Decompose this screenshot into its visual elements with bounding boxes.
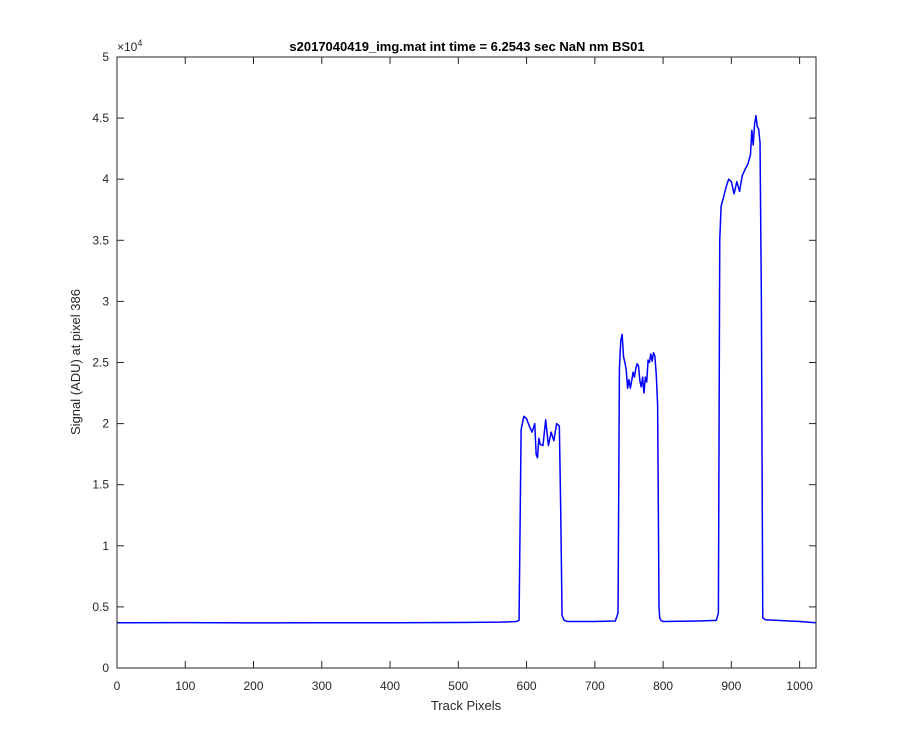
y-tick-label: 3 bbox=[102, 294, 109, 308]
y-exponent-label: ×104 bbox=[117, 38, 142, 54]
y-tick-label: 2.5 bbox=[92, 356, 109, 370]
x-tick-label: 700 bbox=[585, 679, 605, 693]
x-tick-label: 1000 bbox=[786, 679, 813, 693]
x-tick-label: 400 bbox=[380, 679, 400, 693]
x-tick-label: 900 bbox=[721, 679, 741, 693]
series-line-0 bbox=[116, 114, 817, 624]
x-tick-label: 300 bbox=[312, 679, 332, 693]
y-tick-label: 3.5 bbox=[92, 233, 109, 247]
x-tick-label: 600 bbox=[517, 679, 537, 693]
series-layer bbox=[116, 114, 817, 624]
x-tick-label: 100 bbox=[175, 679, 195, 693]
y-tick-label: 4.5 bbox=[92, 111, 109, 125]
y-tick-label: 2 bbox=[102, 417, 109, 431]
y-tick-label: 1 bbox=[102, 539, 109, 553]
y-exponent-base: ×10 bbox=[117, 40, 138, 54]
y-axis-label: Signal (ADU) at pixel 386 bbox=[68, 289, 83, 435]
chart-title: s2017040419_img.mat int time = 6.2543 se… bbox=[289, 39, 644, 54]
y-tick-label: 0 bbox=[102, 661, 109, 675]
x-tick-label: 500 bbox=[448, 679, 468, 693]
y-exponent-power: 4 bbox=[137, 38, 142, 48]
axes-box bbox=[116, 56, 817, 669]
y-tick-labels: 0 0.5 1 1.5 2 2.5 3 3.5 4 4.5 5 bbox=[92, 50, 109, 675]
x-axis-label: Track Pixels bbox=[431, 698, 502, 713]
axes-background bbox=[117, 57, 816, 668]
x-tick-label: 0 bbox=[114, 679, 121, 693]
y-tick-label: 4 bbox=[102, 172, 109, 186]
y-tick-label: 1.5 bbox=[92, 478, 109, 492]
x-tick-label: 800 bbox=[653, 679, 673, 693]
x-tick-label: 200 bbox=[244, 679, 264, 693]
x-tick-labels: 0 100 200 300 400 500 600 700 800 900 1000 bbox=[114, 679, 814, 693]
plot-area bbox=[116, 56, 817, 669]
y-tick-label: 0.5 bbox=[92, 600, 109, 614]
y-tick-label: 5 bbox=[102, 50, 109, 64]
